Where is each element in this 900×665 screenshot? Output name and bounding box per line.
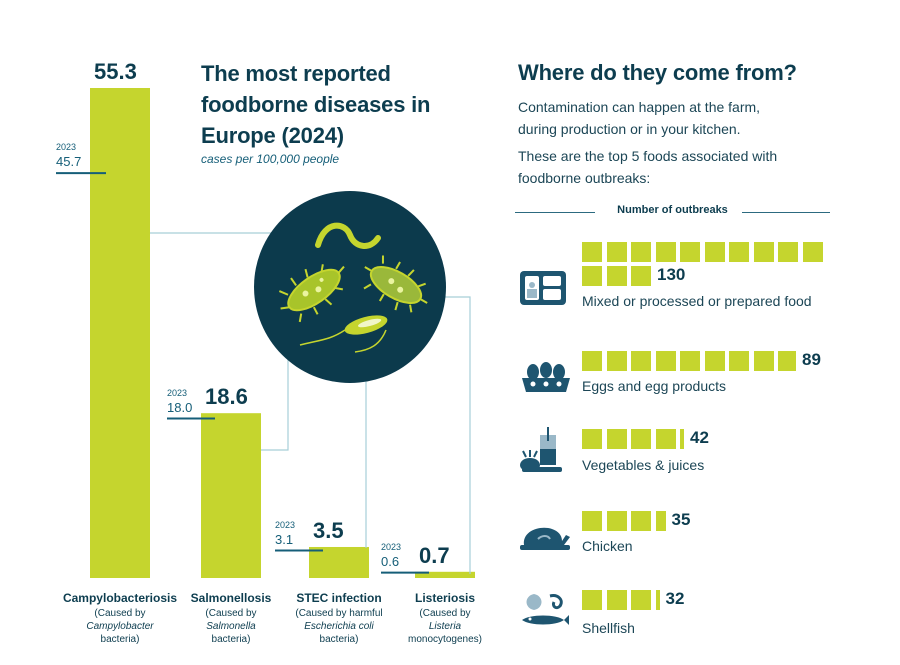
prev-year-label: 2023: [56, 142, 77, 153]
left-chart-subtitle: cases per 100,000 people: [201, 152, 340, 166]
category-label: Salmonellosis: [190, 591, 272, 605]
outbreak-square: [778, 242, 798, 262]
outbreak-count: 130: [657, 265, 686, 284]
bar-value-label: 0.7: [419, 542, 450, 568]
category-description-line: (Caused by: [205, 608, 257, 619]
outbreak-square: [655, 511, 666, 531]
vegetables-juice-icon: [520, 427, 562, 472]
bar-campylobacteriosis: [90, 88, 150, 578]
category-description-line: bacteria): [211, 634, 251, 645]
outbreak-square: [631, 242, 651, 262]
outbreak-square: [606, 590, 627, 610]
intro-line-2: during production or in your kitchen.: [518, 121, 741, 137]
food-category-label: Mixed or processed or prepared food: [582, 293, 812, 309]
outbreak-square: [655, 242, 676, 262]
outbreak-square: [729, 242, 749, 262]
outbreak-count: 32: [665, 589, 685, 608]
bar-listeriosis: [415, 571, 475, 578]
outbreaks-header-label: Number of outbreaks: [617, 204, 728, 216]
category-description-line: Escherichia coli: [304, 621, 374, 632]
category-description-line: (Caused by harmful: [295, 608, 383, 619]
category-label: Campylobacteriosis: [62, 591, 178, 605]
intro-line-1: Contamination can happen at the farm,: [518, 99, 761, 115]
right-title: Where do they come from?: [518, 60, 797, 85]
prev-year-value: 0.6: [381, 553, 400, 569]
outbreak-square: [606, 242, 627, 262]
outbreak-square: [704, 351, 725, 371]
category-description-line: Campylobacter: [86, 621, 154, 632]
outbreak-count: 42: [690, 428, 709, 447]
shellfish-icon: [522, 594, 569, 625]
prepared-food-icon: [520, 271, 566, 305]
outbreak-square: [606, 266, 627, 286]
prev-year-value: 18.0: [167, 399, 193, 415]
food-category-label: Shellfish: [582, 620, 635, 636]
category-description-line: Salmonella: [206, 621, 256, 632]
outbreak-square: [582, 266, 602, 286]
outbreak-square: [582, 590, 602, 610]
outbreak-square: [753, 242, 774, 262]
category-description-line: monocytogenes): [408, 634, 482, 645]
outbreak-square: [680, 351, 700, 371]
outbreak-count: 89: [802, 350, 821, 369]
intro-line-3: These are the top 5 foods associated wit…: [518, 148, 778, 164]
left-chart-title: The most reported foodborne diseases in …: [201, 61, 431, 148]
outbreak-square: [631, 590, 651, 610]
prev-year-label: 2023: [167, 387, 188, 398]
outbreak-square: [655, 429, 676, 449]
category-description-line: Listeria: [428, 621, 462, 632]
outbreak-square: [606, 351, 627, 371]
category-description-line: (Caused by: [419, 608, 471, 619]
outbreak-square: [802, 242, 823, 262]
outbreak-count: 35: [671, 510, 691, 529]
outbreak-square: [778, 351, 796, 371]
prev-year-label: 2023: [275, 519, 296, 530]
category-description-line: bacteria): [319, 634, 359, 645]
food-category-label: Vegetables & juices: [582, 457, 705, 473]
intro-line-4: foodborne outbreaks:: [518, 170, 651, 186]
outbreak-square: [680, 429, 684, 449]
food-category-label: Chicken: [582, 538, 633, 554]
category-label: STEC infection: [296, 591, 382, 605]
outbreak-square: [704, 242, 725, 262]
chicken-icon: [520, 527, 570, 550]
prev-year-label: 2023: [381, 541, 402, 552]
bar-value-label: 18.6: [205, 384, 248, 410]
category-description-line: bacteria): [100, 634, 140, 645]
outbreak-square: [582, 429, 602, 449]
category-description-line: (Caused by: [94, 608, 146, 619]
category-label: Listeriosis: [414, 591, 476, 605]
connector-line: [425, 296, 471, 574]
outbreak-square: [729, 351, 749, 371]
outbreak-square: [606, 511, 627, 531]
bar-salmonellosis: [201, 413, 261, 578]
prev-year-value: 45.7: [56, 154, 82, 170]
bar-value-label: 3.5: [313, 517, 344, 543]
outbreak-square: [753, 351, 774, 371]
food-category-label: Eggs and egg products: [582, 378, 726, 394]
outbreak-square: [582, 242, 602, 262]
outbreak-square: [631, 511, 651, 531]
outbreak-square: [631, 429, 651, 449]
outbreaks-header: Number of outbreaks: [515, 204, 830, 220]
bacteria-illustration: [254, 191, 446, 383]
prev-year-value: 3.1: [275, 531, 294, 547]
outbreak-square: [655, 590, 660, 610]
outbreak-square: [631, 351, 651, 371]
outbreak-square: [631, 266, 651, 286]
outbreak-square: [582, 351, 602, 371]
eggs-icon: [522, 362, 570, 392]
outbreak-square: [582, 511, 602, 531]
outbreak-square: [655, 351, 676, 371]
bar-stec-infection: [309, 546, 369, 578]
outbreak-square: [680, 242, 700, 262]
outbreak-square: [606, 429, 627, 449]
bar-value-label: 55.3: [94, 59, 137, 84]
